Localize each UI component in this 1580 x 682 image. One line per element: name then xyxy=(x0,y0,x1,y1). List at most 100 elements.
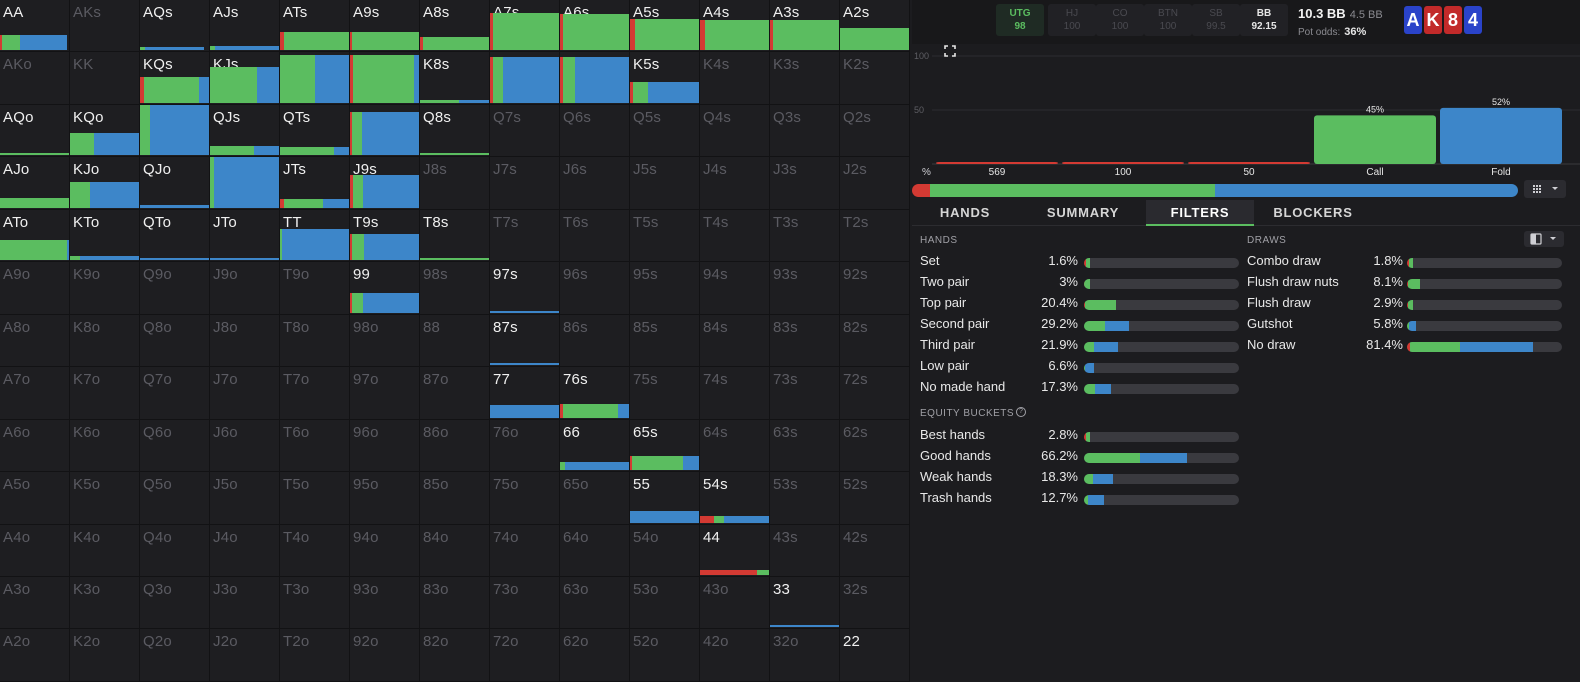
hand-cell-J5o[interactable]: J5o xyxy=(210,472,280,525)
filter-row[interactable]: Low pair 6.6% xyxy=(920,358,1240,378)
hand-cell-53s[interactable]: 53s xyxy=(770,472,840,525)
hand-cell-63s[interactable]: 63s xyxy=(770,419,840,473)
hand-cell-J6s[interactable]: J6s xyxy=(560,157,630,210)
hand-cell-J4s[interactable]: J4s xyxy=(700,157,770,210)
filter-row[interactable]: No draw 81.4% xyxy=(1247,337,1567,357)
position-btn[interactable]: BTN 100 xyxy=(1144,4,1192,36)
hand-cell-AKs[interactable]: AKs xyxy=(70,0,140,53)
hand-cell-Q9s[interactable]: Q9s xyxy=(350,104,420,158)
hand-cell-88[interactable]: 88 xyxy=(420,314,490,368)
hand-cell-54s[interactable]: 54s xyxy=(700,472,770,525)
hand-cell-65o[interactable]: 65o xyxy=(560,472,630,525)
bar-569[interactable] xyxy=(936,162,1058,164)
hand-cell-K9s[interactable]: K9s xyxy=(350,52,420,105)
hand-cell-74s[interactable]: 74s xyxy=(700,367,770,420)
hand-cell-K2o[interactable]: K2o xyxy=(70,629,140,682)
hand-cell-63o[interactable]: 63o xyxy=(560,576,630,630)
hand-cell-KK[interactable]: KK xyxy=(70,52,140,105)
hand-cell-J9s[interactable]: J9s xyxy=(350,157,420,210)
filter-row[interactable]: Best hands 2.8% xyxy=(920,427,1240,447)
hand-cell-Q6o[interactable]: Q6o xyxy=(140,419,210,473)
hand-cell-K5s[interactable]: K5s xyxy=(630,52,700,105)
hand-cell-A5s[interactable]: A5s xyxy=(630,0,700,53)
hand-cell-33[interactable]: 33 xyxy=(770,576,840,630)
hand-cell-A9o[interactable]: A9o xyxy=(0,262,70,315)
hand-cell-T4o[interactable]: T4o xyxy=(280,524,350,577)
filter-row[interactable]: Combo draw 1.8% xyxy=(1247,253,1567,273)
hand-cell-K7s[interactable]: K7s xyxy=(490,52,560,105)
hand-cell-Q2s[interactable]: Q2s xyxy=(840,104,910,158)
hand-cell-75o[interactable]: 75o xyxy=(490,472,560,525)
hand-cell-82o[interactable]: 82o xyxy=(420,629,490,682)
hand-cell-Q9o[interactable]: Q9o xyxy=(140,262,210,315)
hand-cell-ATo[interactable]: ATo xyxy=(0,209,70,263)
hand-cell-98s[interactable]: 98s xyxy=(420,262,490,315)
hand-cell-Q3o[interactable]: Q3o xyxy=(140,576,210,630)
hand-cell-84s[interactable]: 84s xyxy=(700,314,770,368)
hand-cell-T8o[interactable]: T8o xyxy=(280,314,350,368)
hand-cell-92o[interactable]: 92o xyxy=(350,629,420,682)
hand-cell-TT[interactable]: TT xyxy=(280,209,350,263)
hand-cell-75s[interactable]: 75s xyxy=(630,367,700,420)
hand-cell-62s[interactable]: 62s xyxy=(840,419,910,473)
hand-cell-72s[interactable]: 72s xyxy=(840,367,910,420)
hand-cell-32o[interactable]: 32o xyxy=(770,629,840,682)
hand-cell-Q6s[interactable]: Q6s xyxy=(560,104,630,158)
tab-blockers[interactable]: BLOCKERS xyxy=(1273,205,1353,220)
hand-cell-T5o[interactable]: T5o xyxy=(280,472,350,525)
hand-cell-QJs[interactable]: QJs xyxy=(210,104,280,158)
hand-cell-KJs[interactable]: KJs xyxy=(210,52,280,105)
hand-cell-QTs[interactable]: QTs xyxy=(280,104,350,158)
hand-cell-93o[interactable]: 93o xyxy=(350,576,420,630)
hand-cell-T2o[interactable]: T2o xyxy=(280,629,350,682)
hand-cell-J3s[interactable]: J3s xyxy=(770,157,840,210)
hand-cell-T6s[interactable]: T6s xyxy=(560,209,630,263)
hand-cell-A3o[interactable]: A3o xyxy=(0,576,70,630)
hand-cell-97s[interactable]: 97s xyxy=(490,262,560,315)
hand-cell-73s[interactable]: 73s xyxy=(770,367,840,420)
hand-cell-T8s[interactable]: T8s xyxy=(420,209,490,263)
hand-cell-93s[interactable]: 93s xyxy=(770,262,840,315)
hand-cell-64s[interactable]: 64s xyxy=(700,419,770,473)
hand-cell-Q5o[interactable]: Q5o xyxy=(140,472,210,525)
hand-cell-66[interactable]: 66 xyxy=(560,419,630,473)
hand-cell-42s[interactable]: 42s xyxy=(840,524,910,577)
hand-cell-QJo[interactable]: QJo xyxy=(140,157,210,210)
hand-cell-J8o[interactable]: J8o xyxy=(210,314,280,368)
hand-cell-J5s[interactable]: J5s xyxy=(630,157,700,210)
hand-cell-77[interactable]: 77 xyxy=(490,367,560,420)
filter-row[interactable]: Trash hands 12.7% xyxy=(920,490,1240,510)
hand-cell-22[interactable]: 22 xyxy=(840,629,910,682)
hand-cell-KTs[interactable]: KTs xyxy=(280,52,350,105)
hand-cell-A4s[interactable]: A4s xyxy=(700,0,770,53)
hand-cell-65s[interactable]: 65s xyxy=(630,419,700,473)
filter-row[interactable]: Flush draw 2.9% xyxy=(1247,295,1567,315)
hand-cell-62o[interactable]: 62o xyxy=(560,629,630,682)
hand-cell-T6o[interactable]: T6o xyxy=(280,419,350,473)
expand-icon[interactable] xyxy=(944,45,956,57)
hand-cell-74o[interactable]: 74o xyxy=(490,524,560,577)
bar-100[interactable] xyxy=(1062,162,1184,164)
hand-cell-AA[interactable]: AA xyxy=(0,0,70,53)
hand-cell-Q8s[interactable]: Q8s xyxy=(420,104,490,158)
hand-cell-42o[interactable]: 42o xyxy=(700,629,770,682)
hand-cell-AJs[interactable]: AJs xyxy=(210,0,280,53)
hand-cell-Q5s[interactable]: Q5s xyxy=(630,104,700,158)
tab-summary[interactable]: SUMMARY xyxy=(1046,205,1120,220)
hand-cell-JTs[interactable]: JTs xyxy=(280,157,350,210)
hand-cell-54o[interactable]: 54o xyxy=(630,524,700,577)
hand-cell-J8s[interactable]: J8s xyxy=(420,157,490,210)
hand-cell-J7o[interactable]: J7o xyxy=(210,367,280,420)
hand-cell-T7o[interactable]: T7o xyxy=(280,367,350,420)
hand-cell-83s[interactable]: 83s xyxy=(770,314,840,368)
hand-cell-K7o[interactable]: K7o xyxy=(70,367,140,420)
hand-cell-86o[interactable]: 86o xyxy=(420,419,490,473)
hand-cell-86s[interactable]: 86s xyxy=(560,314,630,368)
hand-cell-73o[interactable]: 73o xyxy=(490,576,560,630)
hand-cell-A6s[interactable]: A6s xyxy=(560,0,630,53)
tab-filters[interactable]: FILTERS xyxy=(1146,200,1254,226)
hand-cell-82s[interactable]: 82s xyxy=(840,314,910,368)
hand-cell-KTo[interactable]: KTo xyxy=(70,209,140,263)
hand-cell-J2s[interactable]: J2s xyxy=(840,157,910,210)
hand-cell-K8s[interactable]: K8s xyxy=(420,52,490,105)
